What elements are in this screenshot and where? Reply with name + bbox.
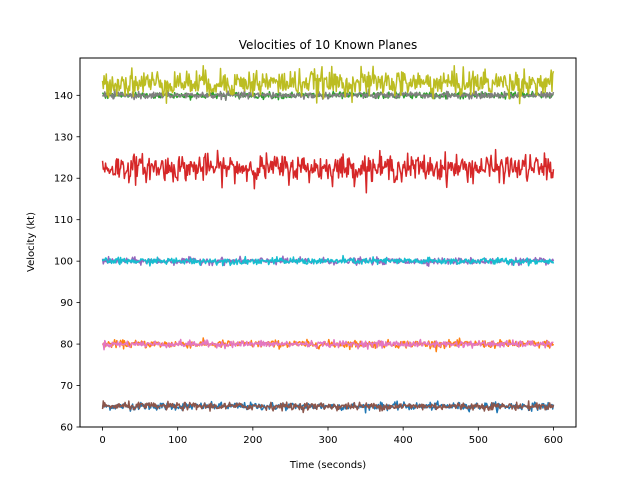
- series-line-8: [101, 88, 555, 101]
- y-tick-label: 110: [54, 215, 73, 226]
- x-tick-label: 300: [318, 435, 337, 446]
- x-tick-label: 400: [394, 435, 413, 446]
- x-tick-label: 200: [243, 435, 262, 446]
- y-axis-label: Velocity (kt): [26, 212, 37, 272]
- y-tick-label: 120: [54, 174, 73, 185]
- y-tick-label: 60: [60, 423, 73, 434]
- y-tick-label: 100: [54, 257, 73, 268]
- series-line-9: [101, 65, 555, 105]
- plot-frame: [79, 57, 577, 428]
- x-tick-label: 500: [469, 435, 488, 446]
- x-tick-label: 0: [99, 435, 105, 446]
- series-layer: [101, 65, 555, 414]
- y-tick-label: 140: [54, 91, 73, 102]
- x-tick-label: 100: [168, 435, 187, 446]
- x-axis: 0 100 200 300 400 500 600: [99, 427, 563, 446]
- y-tick-label: 90: [60, 298, 73, 309]
- series-line-10: [101, 254, 555, 267]
- y-axis: 60 70 80 90 100 110 120 130 140: [54, 91, 80, 434]
- series-line-6: [101, 400, 555, 414]
- y-tick-label: 80: [60, 340, 73, 351]
- y-tick-label: 130: [54, 132, 73, 143]
- x-tick-label: 600: [544, 435, 563, 446]
- chart-title: Velocities of 10 Known Planes: [239, 38, 417, 52]
- series-line-7: [102, 338, 554, 351]
- y-tick-label: 70: [60, 381, 73, 392]
- x-axis-label: Time (seconds): [289, 460, 366, 471]
- series-line-4: [101, 148, 555, 194]
